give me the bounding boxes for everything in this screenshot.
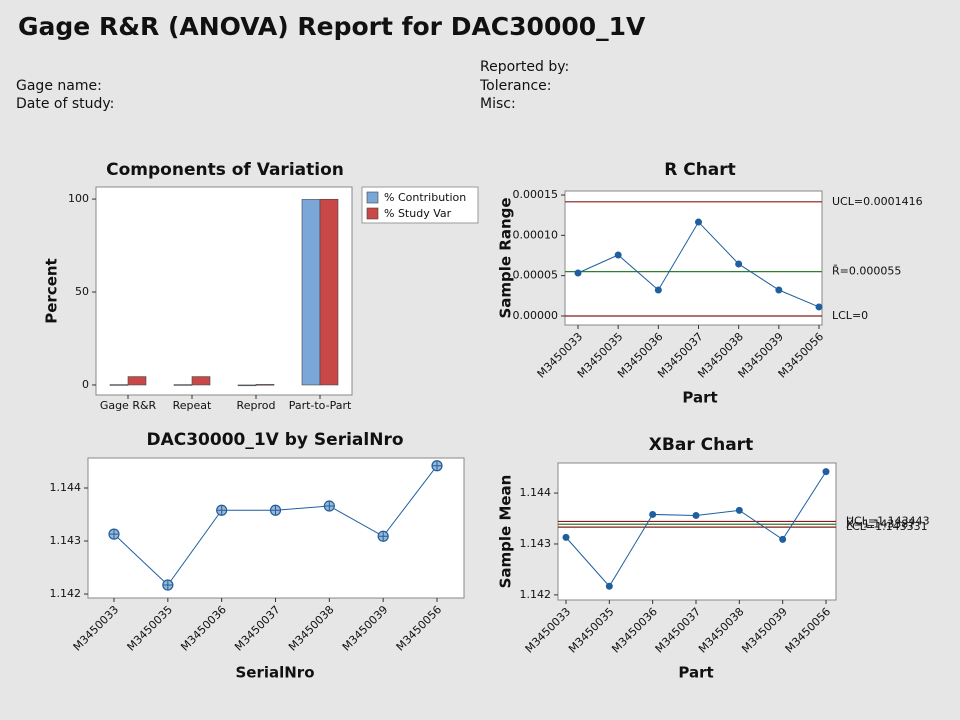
y-tick-label: 1.144 [50,481,82,494]
legend-label: % Study Var [384,207,452,220]
point [775,286,783,294]
report-title: Gage R&R (ANOVA) Report for DAC30000_1V [18,12,646,41]
bar [301,199,321,386]
plot-area [557,462,837,601]
bar [127,376,147,386]
point [822,468,830,476]
point-cross [378,531,389,542]
point-cross [432,460,442,471]
x-tick-label: Part-to-Part [289,399,352,412]
field-label: Gage name: [16,78,102,94]
x-tick-label: Gage R&R [100,399,157,412]
chart-title: XBar Chart [649,435,753,455]
bar [109,384,129,386]
bar [319,198,339,386]
bar [191,376,211,386]
legend-box [361,186,479,224]
y-axis-label: Percent [43,258,61,323]
y-tick-label: 1.142 [520,588,552,601]
point-cross [109,529,119,540]
y-tick-label: 1.142 [50,587,82,600]
y-tick-label: 1.143 [50,534,82,547]
point [614,251,622,259]
y-tick-label: 0.00015 [513,188,559,201]
control-limit-label: LCL=1.143331 [846,520,928,533]
bar [237,384,257,387]
field-label: Tolerance: [479,78,551,94]
x-axis-label: Part [678,664,713,682]
point [695,218,702,226]
control-limit-label: LCL=0 [832,309,868,322]
point [779,535,787,543]
y-tick-label: 0.00000 [513,309,559,322]
field-label: Reported by: [480,59,569,75]
point [815,303,823,311]
control-limit-label: X̄=1.143387 [846,517,915,530]
x-axis-label: SerialNro [235,664,314,682]
point-cross [216,505,227,516]
chart-title: DAC30000_1V by SerialNro [146,430,403,450]
y-tick-label: 0 [82,378,89,391]
y-axis-label: Sample Mean [497,475,515,589]
field-label: Date of study: [16,96,114,112]
control-limit-label: UCL=0.0001416 [832,195,923,208]
point [649,510,657,518]
control-limit-label: UCL=1.143443 [846,514,930,527]
point [574,269,582,277]
plot-area [87,457,465,599]
control-limit-label: R̄=0.000055 [832,265,901,278]
point [735,506,743,514]
point-cross [270,505,281,516]
y-tick-label: 1.143 [520,537,552,550]
field-label: Misc: [480,96,516,112]
plot-area [564,190,823,326]
bar [173,384,193,386]
point-cross [324,501,335,512]
y-tick-label: 100 [68,192,89,205]
point-cross [162,580,173,591]
point [692,511,700,519]
x-axis-label: Part [682,389,717,407]
point [654,286,662,294]
legend-label: % Contribution [384,191,466,204]
point [735,260,743,268]
x-tick-label: Repeat [173,399,212,412]
y-tick-label: 1.144 [520,486,552,499]
bar [255,384,275,386]
y-axis-label: Sample Range [497,197,515,318]
point [562,533,570,541]
y-tick-label: 50 [75,285,89,298]
y-tick-label: 0.00005 [513,269,559,282]
legend-swatch [366,191,379,204]
y-tick-label: 0.00010 [513,228,559,241]
x-tick-label: Reprod [237,399,276,412]
chart-title: R Chart [664,160,736,180]
legend-swatch [366,207,379,220]
point [605,582,613,590]
chart-title: Components of Variation [106,160,344,180]
